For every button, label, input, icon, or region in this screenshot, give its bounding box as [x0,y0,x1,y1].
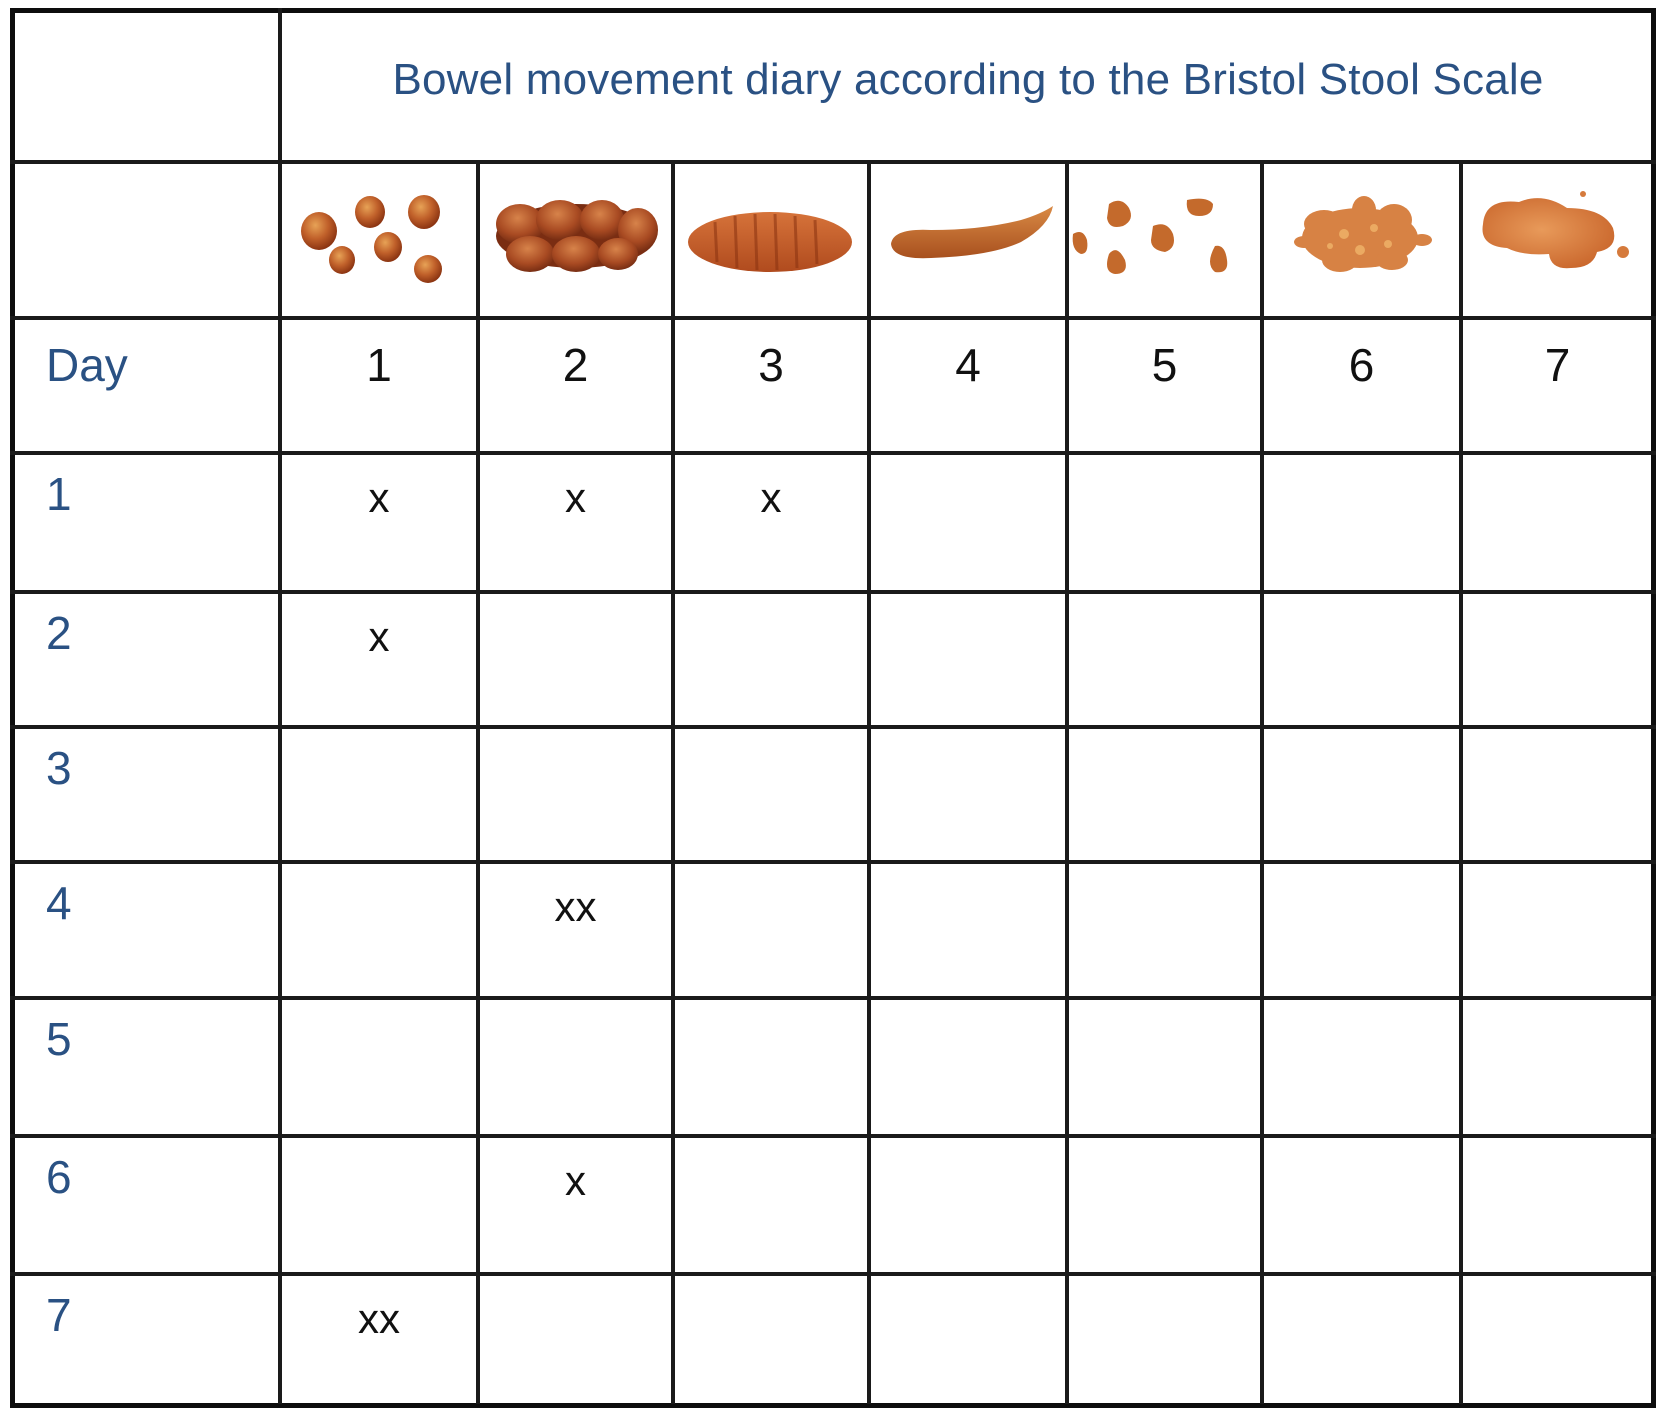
diary-cell[interactable]: x [368,613,390,660]
grid-line [1459,160,1463,1404]
diary-cell[interactable] [675,1298,867,1338]
diary-cell[interactable] [1069,751,1260,791]
diary-cell[interactable] [1069,1022,1260,1062]
diary-cell[interactable] [1264,1160,1459,1200]
grid-line [1260,160,1264,1404]
diary-cell[interactable] [871,1298,1065,1338]
grid-line [867,160,871,1404]
diary-cell[interactable] [282,1022,476,1062]
diary-cell[interactable] [675,751,867,791]
diary-cell[interactable] [675,1160,867,1200]
diary-cell[interactable] [1264,886,1459,926]
diary-cell[interactable] [675,886,867,926]
table-title: Bowel movement diary according to the Br… [392,55,1544,104]
diary-cell[interactable] [480,1022,671,1062]
day-label: 4 [46,877,72,929]
diary-cell[interactable] [282,886,476,926]
diary-cell[interactable] [1463,886,1652,926]
diary-cell[interactable]: x [565,474,586,521]
diary-cell[interactable] [871,616,1065,656]
grid-line [278,8,282,1404]
diary-cell[interactable] [1463,1160,1652,1200]
grid-line [10,316,1656,320]
diary-cell[interactable] [1264,616,1459,656]
diary-cell[interactable] [871,477,1065,517]
diary-cell[interactable] [480,1298,671,1338]
diary-cell[interactable]: xx [358,1295,400,1342]
diary-cell[interactable] [1069,477,1260,517]
diary-cell[interactable] [1264,751,1459,791]
diary-cell[interactable]: x [565,1157,586,1204]
grid-line [10,1134,1656,1138]
diary-cell[interactable] [1463,616,1652,656]
type-number: 3 [758,339,784,391]
grid-line [476,160,480,1404]
diary-cell[interactable] [871,751,1065,791]
diary-cell[interactable] [675,1022,867,1062]
diary-cell[interactable] [480,616,671,656]
lumpy-sausage-icon [496,200,658,272]
diary-cell[interactable]: x [368,474,390,521]
grid-line [1065,160,1069,1404]
watery-liquid-icon [1482,191,1629,269]
grid-line [10,1272,1656,1276]
diary-cell[interactable] [282,751,476,791]
grid-line [10,860,1656,864]
diary-cell[interactable] [871,886,1065,926]
grid-line [10,996,1656,1000]
grid-line [10,590,1656,594]
diary-cell[interactable]: x [760,474,782,521]
day-label: 5 [46,1013,72,1065]
diary-cell[interactable] [282,1160,476,1200]
diary-cell[interactable] [675,616,867,656]
diary-cell[interactable] [871,1022,1065,1062]
separate-hard-lumps-icon [301,195,442,283]
mushy-fluffy-pieces-icon [1294,196,1432,272]
day-header-label: Day [46,339,128,391]
day-label: 7 [46,1289,72,1341]
diary-cell[interactable] [1069,616,1260,656]
diary-cell[interactable]: xx [554,883,597,930]
type-number: 5 [1151,339,1178,391]
diary-cell[interactable] [1264,477,1459,517]
type-number: 1 [366,339,392,391]
grid-line [10,451,1656,455]
diary-cell[interactable] [1463,1022,1652,1062]
soft-blobs-icon [1072,198,1228,274]
diary-cell[interactable] [480,751,671,791]
diary-cell[interactable] [1069,886,1260,926]
type-number: 6 [1348,339,1375,391]
grid-line [10,160,1656,164]
type-number: 4 [955,339,981,391]
table-frame [10,8,1656,1408]
type-number: 2 [562,339,589,391]
grid-line [671,160,675,1404]
day-label: 1 [46,468,72,520]
diary-cell[interactable] [1264,1022,1459,1062]
diary-cell[interactable] [1463,477,1652,517]
smooth-snake-icon [891,206,1053,259]
cracked-sausage-icon [688,212,852,272]
grid-line [10,725,1656,729]
day-label: 6 [46,1151,72,1203]
diary-cell[interactable] [1069,1160,1260,1200]
diary-cell[interactable] [1069,1298,1260,1338]
diary-cell[interactable] [1264,1298,1459,1338]
diary-cell[interactable] [1463,1298,1652,1338]
day-label: 3 [46,742,72,794]
type-number: 7 [1544,339,1571,391]
diary-cell[interactable] [1463,751,1652,791]
diary-cell[interactable] [871,1160,1065,1200]
day-label: 2 [46,607,72,659]
